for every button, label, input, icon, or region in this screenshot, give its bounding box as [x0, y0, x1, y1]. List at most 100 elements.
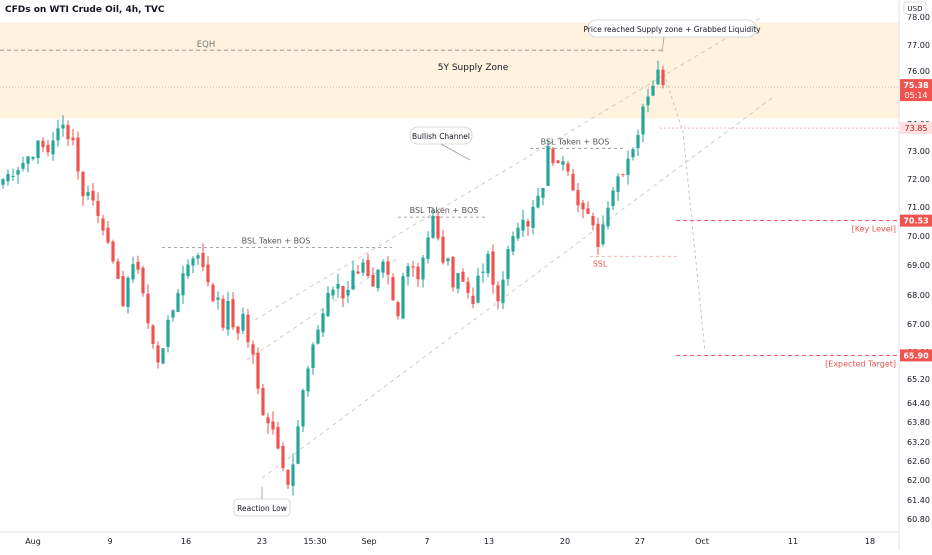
y-tick-label: 65.20	[907, 375, 930, 384]
eqh-label: EQH	[197, 40, 215, 50]
candle-body	[501, 279, 505, 304]
candle-body	[286, 469, 290, 485]
candle-body	[266, 417, 270, 424]
candle-body	[461, 271, 465, 282]
candle-body	[91, 190, 95, 201]
candle-body	[101, 218, 105, 231]
ssl-label: SSL	[593, 259, 608, 268]
candle-body	[596, 223, 600, 247]
candle-body	[576, 190, 580, 206]
candle-body	[361, 262, 365, 273]
candle-body	[56, 128, 60, 141]
target-tag	[900, 349, 932, 362]
candle-body	[241, 313, 245, 331]
currency-box	[903, 1, 927, 15]
candle-body	[11, 175, 15, 177]
candle-body	[601, 224, 605, 245]
candle-body	[21, 162, 25, 169]
candle-body	[6, 173, 10, 182]
candle-body	[491, 251, 495, 285]
price-reached-label: Price reached Supply zone + Grabbed Liqu…	[583, 25, 761, 34]
y-tick-label: 72.00	[907, 175, 930, 184]
candle-body	[136, 261, 140, 270]
candle-body	[66, 125, 70, 140]
candle-body	[316, 329, 320, 344]
candle-body	[146, 293, 150, 324]
currency-label: USD	[908, 5, 923, 13]
candle-body	[551, 148, 555, 164]
candle-body	[366, 259, 370, 277]
y-tick-label: 61.40	[907, 496, 930, 505]
candle-body	[166, 319, 170, 347]
candle-body	[191, 258, 195, 266]
callout-box-price-reached	[587, 19, 757, 38]
candle-body	[41, 140, 45, 148]
x-tick-label: 15:30	[303, 537, 326, 546]
x-tick-label: 18	[865, 537, 875, 546]
level-73-85-tag	[900, 122, 932, 135]
callout-pointer-channel	[440, 143, 471, 161]
bsl-label-2: BSL Taken + BOS	[410, 206, 479, 215]
y-tick-label: 64.40	[907, 399, 930, 408]
candle-body	[186, 264, 190, 277]
candle-body	[436, 215, 440, 239]
y-tick-label: 70.00	[907, 232, 930, 241]
candle-body	[81, 171, 85, 197]
candle-body	[271, 421, 275, 430]
candle-body	[301, 390, 305, 427]
candle-body	[321, 313, 325, 333]
candle-body	[326, 292, 330, 317]
candle-body	[521, 219, 525, 231]
candle-body	[111, 241, 115, 262]
candle-body	[306, 368, 310, 392]
candle-body	[311, 344, 315, 368]
candle-body	[201, 253, 205, 268]
candle-body	[606, 207, 610, 227]
candle-body	[176, 293, 180, 312]
projection-path	[663, 73, 706, 353]
candle-series	[1, 60, 665, 496]
candle-body	[426, 237, 430, 259]
candle-body	[451, 256, 455, 288]
candle-body	[161, 348, 165, 364]
candle-body	[381, 261, 385, 273]
candle-body	[621, 173, 625, 175]
candle-body	[376, 269, 380, 289]
candle-body	[591, 215, 595, 226]
candle-body	[171, 310, 175, 318]
candle-body	[416, 266, 420, 280]
candle-body	[481, 271, 485, 273]
candle-body	[626, 158, 630, 175]
candle-body	[456, 273, 460, 289]
bsl-label-3: BSL Taken + BOS	[541, 137, 610, 146]
candle-body	[611, 190, 615, 207]
y-tick-label: 68.00	[907, 291, 930, 300]
candle-body	[661, 69, 665, 85]
y-tick-label: 62.00	[907, 476, 930, 485]
candle-body	[516, 227, 520, 239]
candle-body	[156, 345, 160, 363]
candle-body	[646, 96, 650, 106]
candle-body	[261, 388, 265, 416]
candle-body	[61, 124, 65, 129]
candle-body	[446, 258, 450, 262]
candle-body	[356, 271, 360, 274]
candle-body	[281, 446, 285, 469]
time-axis[interactable]: Aug 9 16 23 15:30 Sep 7 13 20 27 Oct 11 18	[25, 537, 875, 546]
candle-body	[221, 298, 225, 328]
candle-body	[1, 179, 5, 185]
x-tick-label: Aug	[25, 537, 41, 546]
y-tick-label: 62.60	[907, 457, 930, 466]
candle-body	[656, 69, 660, 85]
candle-body	[196, 255, 200, 259]
expected-target-label: [Expected Target]	[825, 359, 896, 368]
candle-body	[616, 176, 620, 192]
candle-body	[116, 261, 120, 279]
candle-body	[641, 106, 645, 135]
candle-body	[216, 297, 220, 300]
candle-body	[346, 289, 350, 296]
candle-body	[276, 427, 280, 449]
y-tick-label: 63.20	[907, 438, 930, 447]
candle-body	[36, 140, 40, 158]
